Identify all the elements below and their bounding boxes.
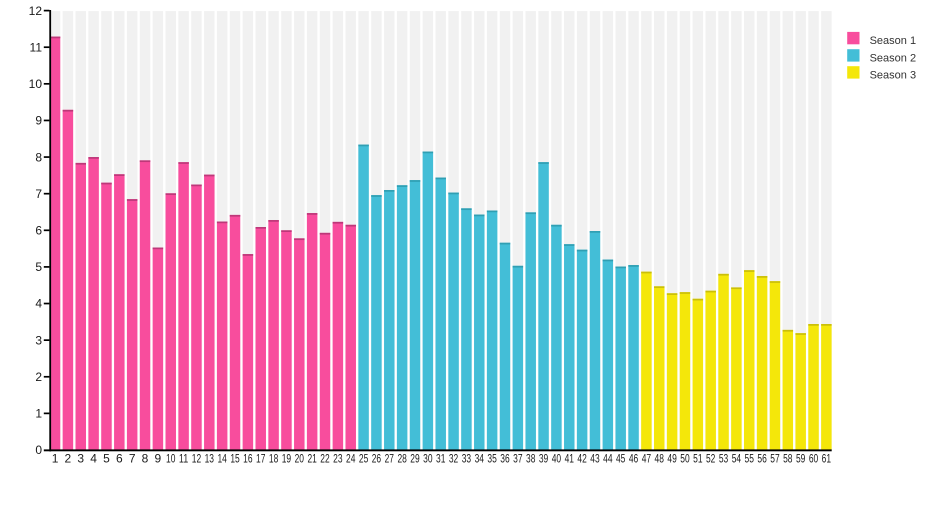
svg-text:30: 30 — [423, 452, 433, 466]
svg-text:4: 4 — [35, 297, 42, 311]
svg-text:49: 49 — [667, 452, 677, 466]
svg-text:31: 31 — [436, 452, 446, 466]
svg-text:58: 58 — [783, 452, 793, 466]
svg-text:33: 33 — [462, 452, 472, 466]
svg-text:27: 27 — [385, 452, 395, 466]
svg-text:18: 18 — [269, 452, 279, 466]
svg-text:Season 3: Season 3 — [870, 69, 916, 81]
svg-text:8: 8 — [142, 452, 149, 466]
svg-text:1: 1 — [35, 407, 42, 421]
svg-text:37: 37 — [513, 452, 523, 466]
svg-text:50: 50 — [680, 452, 690, 466]
svg-text:4: 4 — [90, 452, 97, 466]
svg-text:61: 61 — [822, 452, 832, 466]
svg-text:7: 7 — [35, 187, 42, 201]
svg-text:32: 32 — [449, 452, 459, 466]
svg-text:25: 25 — [359, 452, 369, 466]
svg-text:38: 38 — [526, 452, 536, 466]
svg-text:10: 10 — [29, 77, 43, 91]
svg-text:12: 12 — [29, 4, 43, 18]
svg-text:57: 57 — [770, 452, 780, 466]
svg-text:17: 17 — [256, 452, 266, 466]
svg-text:16: 16 — [243, 452, 253, 466]
svg-text:24: 24 — [346, 452, 356, 466]
svg-text:55: 55 — [745, 452, 755, 466]
svg-text:36: 36 — [500, 452, 510, 466]
svg-text:5: 5 — [35, 260, 42, 274]
svg-text:23: 23 — [333, 452, 343, 466]
svg-text:3: 3 — [77, 452, 84, 466]
svg-text:2: 2 — [65, 452, 72, 466]
svg-text:19: 19 — [282, 452, 292, 466]
svg-text:15: 15 — [230, 452, 240, 466]
svg-text:29: 29 — [410, 452, 420, 466]
svg-text:60: 60 — [809, 452, 819, 466]
svg-text:3: 3 — [35, 333, 42, 347]
svg-text:54: 54 — [732, 452, 742, 466]
svg-text:22: 22 — [320, 452, 330, 466]
svg-text:47: 47 — [642, 452, 652, 466]
svg-text:9: 9 — [35, 114, 42, 128]
svg-text:26: 26 — [372, 452, 382, 466]
svg-text:11: 11 — [30, 40, 43, 54]
svg-text:14: 14 — [217, 452, 227, 466]
svg-text:10: 10 — [166, 452, 176, 466]
svg-text:11: 11 — [179, 452, 189, 466]
svg-text:56: 56 — [757, 452, 767, 466]
svg-text:34: 34 — [475, 452, 485, 466]
svg-text:20: 20 — [295, 452, 305, 466]
svg-text:46: 46 — [629, 452, 639, 466]
svg-text:51: 51 — [693, 452, 703, 466]
svg-text:28: 28 — [397, 452, 407, 466]
svg-text:13: 13 — [205, 452, 215, 466]
svg-text:48: 48 — [655, 452, 665, 466]
svg-text:52: 52 — [706, 452, 716, 466]
svg-text:41: 41 — [565, 452, 575, 466]
svg-text:0: 0 — [35, 443, 42, 457]
svg-text:5: 5 — [103, 452, 110, 466]
svg-text:7: 7 — [129, 452, 136, 466]
svg-text:9: 9 — [155, 452, 162, 466]
svg-text:2: 2 — [35, 370, 42, 384]
svg-text:Season 2: Season 2 — [870, 52, 916, 64]
svg-text:6: 6 — [35, 224, 42, 238]
svg-text:59: 59 — [796, 452, 806, 466]
svg-text:40: 40 — [552, 452, 562, 466]
svg-text:35: 35 — [487, 452, 497, 466]
svg-text:39: 39 — [539, 452, 549, 466]
svg-text:44: 44 — [603, 452, 613, 466]
svg-text:53: 53 — [719, 452, 729, 466]
svg-text:1: 1 — [52, 452, 59, 466]
svg-text:8: 8 — [35, 150, 42, 164]
svg-text:Season 1: Season 1 — [870, 35, 916, 47]
svg-text:45: 45 — [616, 452, 626, 466]
svg-text:12: 12 — [192, 452, 202, 466]
svg-text:42: 42 — [577, 452, 587, 466]
svg-text:21: 21 — [307, 452, 317, 466]
svg-text:43: 43 — [590, 452, 600, 466]
svg-text:6: 6 — [116, 452, 123, 466]
